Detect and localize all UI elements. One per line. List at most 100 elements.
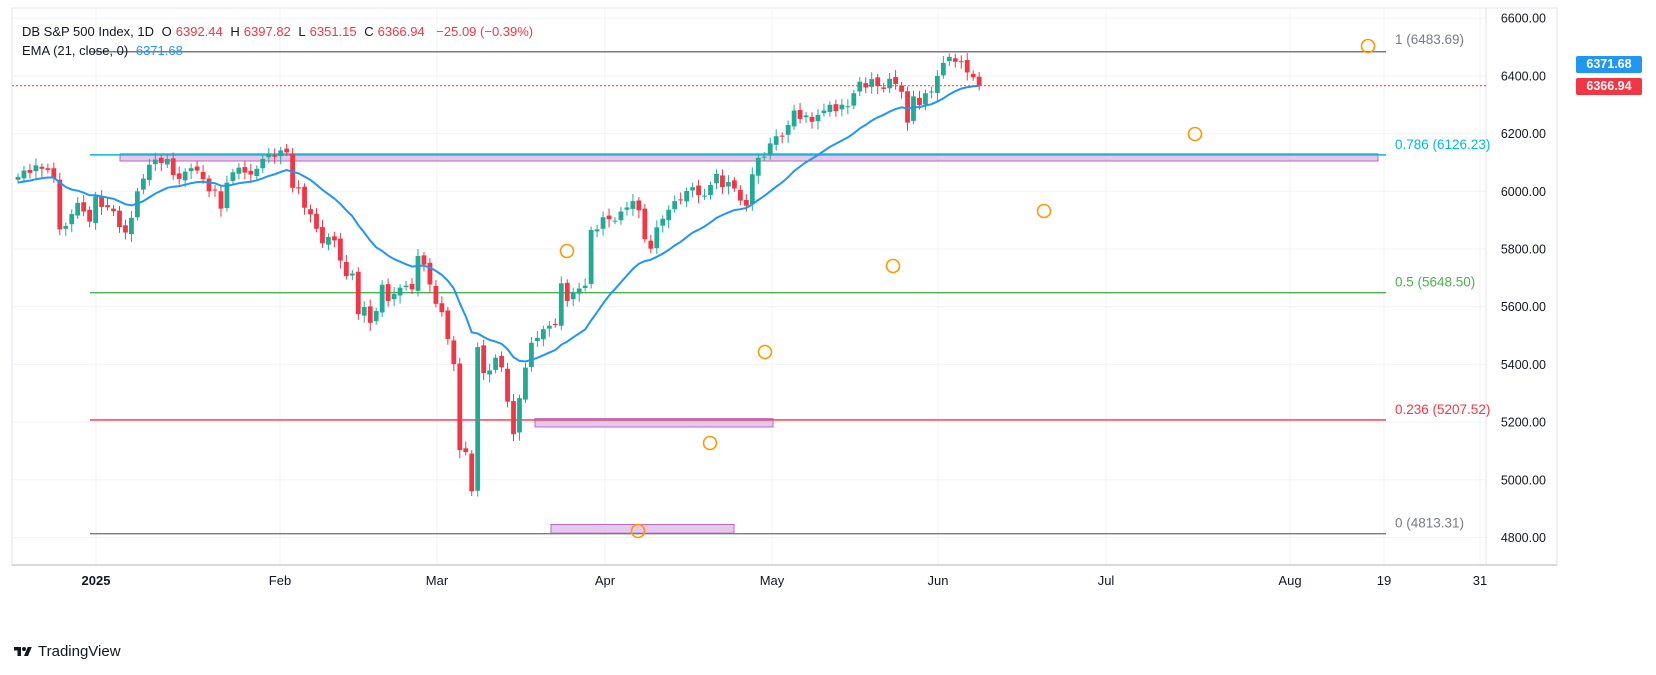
ema-value: 6371.68 xyxy=(135,43,183,58)
candle-body xyxy=(152,159,158,165)
x-tick-label: Jun xyxy=(928,573,949,588)
candle-body xyxy=(403,285,409,288)
candle-body xyxy=(708,184,713,196)
candle-body xyxy=(272,155,278,157)
candle-body xyxy=(887,78,893,89)
candle-body xyxy=(427,262,433,285)
candle-body xyxy=(630,201,636,209)
candle-body xyxy=(439,303,445,313)
y-tick-label: 5800.00 xyxy=(1501,243,1546,257)
candle-body xyxy=(296,187,301,189)
candle-body xyxy=(212,189,218,191)
candle-body xyxy=(105,205,110,208)
candle-body xyxy=(600,217,606,229)
candle-body xyxy=(320,227,325,244)
symbol-title: DB S&P 500 Index, 1D xyxy=(22,24,155,39)
candle-body xyxy=(391,294,397,300)
tradingview-logo[interactable]: TradingView xyxy=(12,643,121,660)
candle-body xyxy=(469,453,475,492)
candle-body xyxy=(821,110,827,114)
candle-body xyxy=(546,325,552,329)
fib-retracement[interactable]: 1 (6483.69) 0.786 (6126.23) 0.5 (5648.50) 0… xyxy=(90,32,1490,535)
candle-body xyxy=(845,106,851,108)
candle-body xyxy=(355,271,361,315)
candle-body xyxy=(624,207,630,210)
candle-body xyxy=(170,158,176,176)
candle-body xyxy=(248,170,254,175)
candle-body xyxy=(815,114,821,122)
candle-body xyxy=(839,104,845,110)
highlight-zone xyxy=(119,153,1379,162)
y-tick-label: 6000.00 xyxy=(1501,185,1546,199)
candle-body xyxy=(899,85,904,92)
candle-body xyxy=(672,201,678,210)
candle-body xyxy=(33,165,39,172)
candle-body xyxy=(552,324,558,326)
candle-body xyxy=(875,77,881,86)
candle-body xyxy=(236,167,242,174)
candle-body xyxy=(517,398,522,433)
x-tick-label: May xyxy=(760,573,785,588)
candle-body xyxy=(737,189,743,201)
candle-body xyxy=(654,227,660,249)
candle-body xyxy=(367,306,373,323)
candle-body xyxy=(511,401,516,435)
candle-body xyxy=(934,75,940,93)
fib-label: 1 (6483.69) xyxy=(1395,32,1464,47)
candle-body xyxy=(690,187,696,191)
candle-body xyxy=(523,367,528,400)
y-tick-label: 5200.00 xyxy=(1501,416,1546,430)
candle-body xyxy=(773,136,779,145)
candle-body xyxy=(923,93,928,105)
swing-marker xyxy=(1360,38,1376,54)
x-tick-label: 31 xyxy=(1473,573,1487,588)
candle-body xyxy=(39,166,45,169)
candle-body xyxy=(964,60,970,73)
fib-label: 0.5 (5648.50) xyxy=(1395,275,1475,290)
x-tick-label: Feb xyxy=(269,573,291,588)
candle-body xyxy=(415,255,421,291)
candle-body xyxy=(797,109,803,119)
candle-body xyxy=(606,215,612,220)
candle-body xyxy=(648,240,654,249)
candle-body xyxy=(164,158,170,165)
candle-body xyxy=(158,157,164,164)
candle-body xyxy=(499,356,504,368)
candle-body xyxy=(182,171,188,181)
candle-body xyxy=(493,357,498,370)
candle-body xyxy=(809,116,815,122)
candle-body xyxy=(409,283,415,290)
swing-marker xyxy=(1036,203,1052,219)
candle-body xyxy=(146,164,152,181)
swing-marker xyxy=(757,344,773,360)
candle-body xyxy=(570,292,576,300)
ohlc-values: O 6392.44 H 6397.82 L 6351.15 C 6366.94 xyxy=(161,24,425,39)
candle-body xyxy=(266,153,272,158)
candle-body xyxy=(636,200,642,211)
candle-body xyxy=(218,191,224,209)
x-tick-label: 2025 xyxy=(82,573,111,588)
candle-body xyxy=(958,61,964,63)
candle-body xyxy=(206,178,212,192)
candle-body xyxy=(976,76,982,86)
fib-label: 0.236 (5207.52) xyxy=(1395,402,1490,417)
candle-body xyxy=(140,178,146,190)
candle-body xyxy=(93,196,99,224)
x-tick-label: Jul xyxy=(1098,573,1115,588)
candle-body xyxy=(803,115,809,118)
candle-body xyxy=(230,172,236,181)
candle-body xyxy=(51,168,57,179)
candle-body xyxy=(929,91,934,93)
candle-body xyxy=(827,104,833,112)
y-tick-label: 5400.00 xyxy=(1501,358,1546,372)
candle-body xyxy=(893,77,898,84)
candle-body xyxy=(361,306,367,316)
candle-body xyxy=(15,176,21,180)
highlight-zone xyxy=(534,418,774,428)
tradingview-icon xyxy=(14,646,32,656)
ema-legend[interactable]: EMA (21, close, 0) 6371.68 xyxy=(22,43,187,58)
chart-grid xyxy=(11,7,1558,566)
y-tick-label: 6600.00 xyxy=(1501,12,1546,26)
candle-body xyxy=(75,202,81,216)
